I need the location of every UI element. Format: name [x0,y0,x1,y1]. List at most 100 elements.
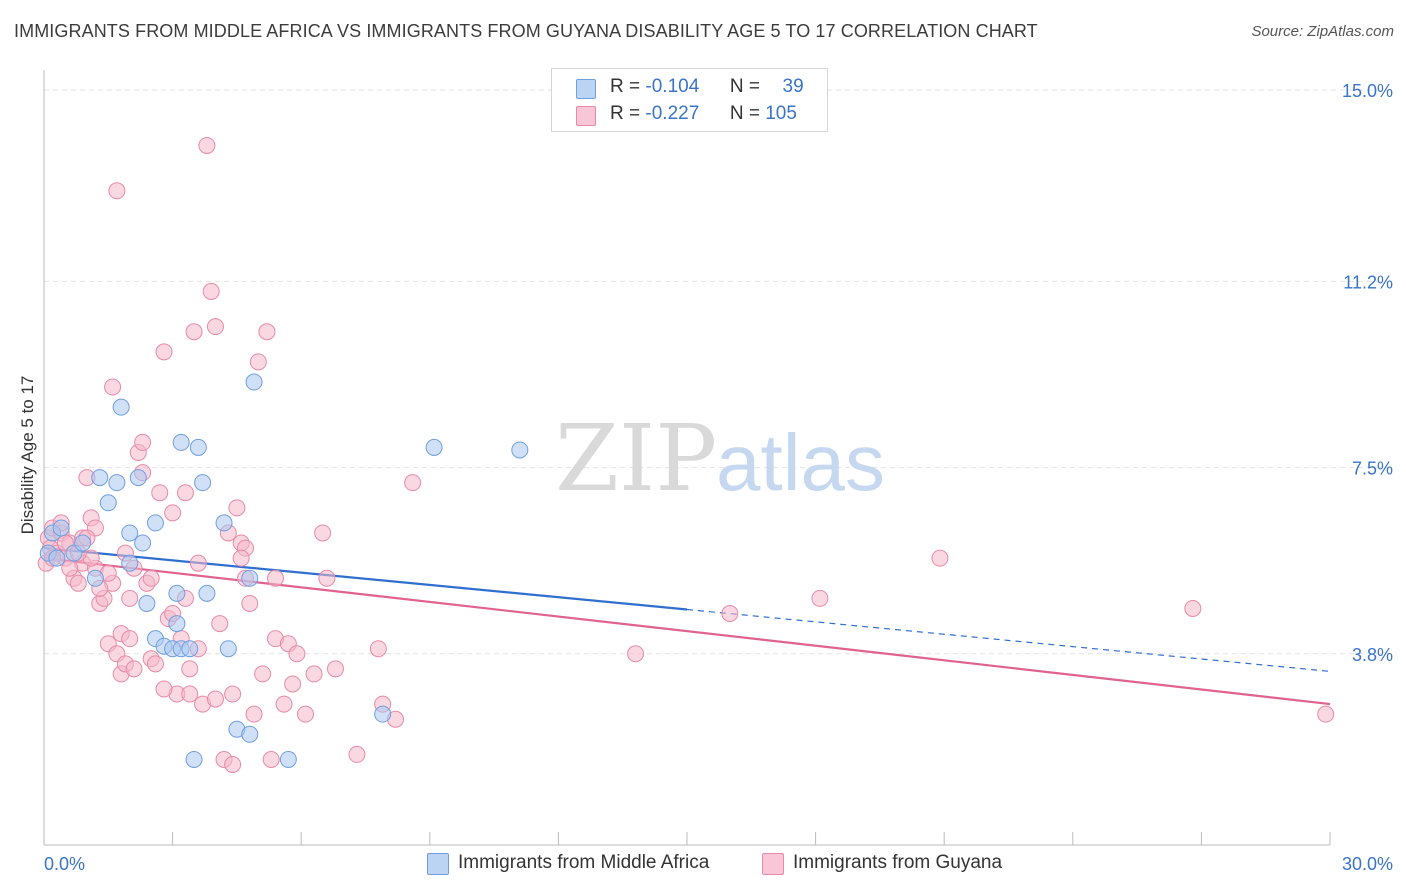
point-guyana [241,594,259,612]
point-guyana [181,660,199,678]
point-guyana [151,484,169,502]
point-guyana [211,615,229,633]
point-guyana [314,524,332,542]
point-guyana [305,665,323,683]
point-guyana [288,645,306,663]
point-middle-africa [146,514,164,532]
point-middle-africa [181,640,199,658]
point-middle-africa [168,615,186,633]
point-guyana [61,559,79,577]
legend-r-value: -0.227 [645,103,700,124]
point-guyana [228,499,246,517]
point-guyana [296,705,314,723]
trend-line-middle-africa [43,546,688,611]
point-middle-africa [194,474,212,492]
legend-n-value: 105 [765,103,797,124]
point-middle-africa [91,469,109,487]
point-guyana [404,474,422,492]
point-guyana [275,695,293,713]
data-points [37,136,1335,773]
point-guyana [232,549,250,567]
point-middle-africa [86,569,104,587]
point-middle-africa [52,519,70,537]
point-middle-africa [99,494,117,512]
y-tick-label: 3.8% [1352,645,1393,665]
legend-swatch-blue [576,79,596,99]
point-guyana [224,755,242,773]
point-guyana [326,660,344,678]
legend-r-label: R = [610,76,641,97]
legend-r-value: -0.104 [645,76,700,97]
point-middle-africa [215,514,233,532]
bottom-legend-label: Immigrants from Guyana [793,852,1003,873]
y-axis-label: Disability Age 5 to 17 [18,376,37,535]
y-tick-label: 15.0% [1342,81,1393,101]
legend-n-label: N = [729,76,760,97]
point-guyana [266,569,284,587]
bottom-legend-label: Immigrants from Middle Africa [458,852,710,873]
point-guyana [164,504,182,522]
point-guyana [931,549,949,567]
trend-line-middle-africa-extension [686,608,1331,672]
point-guyana [155,343,173,361]
tick-labels: 3.8% 7.5% 11.2% 15.0% 0.0% 30.0% [44,81,1393,874]
point-middle-africa [121,524,139,542]
point-middle-africa [189,438,207,456]
point-middle-africa [168,584,186,602]
point-middle-africa [121,554,139,572]
point-guyana [258,323,276,341]
point-guyana [284,675,302,693]
point-guyana [206,318,224,336]
point-middle-africa [241,725,259,743]
legend-r-label: R = [610,103,641,124]
point-guyana [811,589,829,607]
point-guyana [254,665,272,683]
point-middle-africa [245,373,263,391]
point-guyana [721,605,739,623]
watermark-atlas: atlas [716,418,885,507]
correlation-legend: R = -0.104 N = 39 R = -0.227 N = 105 [551,68,828,132]
point-guyana [146,655,164,673]
legend-swatch-pink [576,106,596,126]
watermark-zip: ZIP [555,405,717,512]
point-middle-africa [185,750,203,768]
point-middle-africa [138,594,156,612]
point-guyana [627,645,645,663]
point-guyana [69,574,87,592]
point-middle-africa [172,433,190,451]
point-guyana [134,433,152,451]
point-guyana [202,282,220,300]
point-middle-africa [134,534,152,552]
point-guyana [198,136,216,154]
trend-lines [43,546,1331,706]
point-guyana [369,640,387,658]
x-tick-label: 30.0% [1342,854,1393,874]
point-middle-africa [129,469,147,487]
point-guyana [142,569,160,587]
point-guyana [104,378,122,396]
point-guyana [318,569,336,587]
point-guyana [245,705,263,723]
y-tick-label: 11.2% [1343,272,1393,292]
point-guyana [125,660,143,678]
point-guyana [121,630,139,648]
chart-title: IMMIGRANTS FROM MIDDLE AFRICA VS IMMIGRA… [14,21,1038,41]
point-guyana [249,353,267,371]
point-guyana [348,745,366,763]
point-middle-africa [279,750,297,768]
point-guyana [206,690,224,708]
point-guyana [176,484,194,502]
trend-line-guyana [43,557,1331,706]
bottom-legend-swatch-blue [427,853,449,875]
point-middle-africa [219,640,237,658]
point-guyana [108,182,126,200]
point-guyana [262,750,280,768]
point-middle-africa [48,549,66,567]
source-credit: Source: ZipAtlas.com [1251,23,1394,40]
point-guyana [155,680,173,698]
point-guyana [121,589,139,607]
point-guyana [1184,599,1202,617]
point-middle-africa [198,584,216,602]
point-middle-africa [241,569,259,587]
legend-n-label: N = [729,103,760,124]
